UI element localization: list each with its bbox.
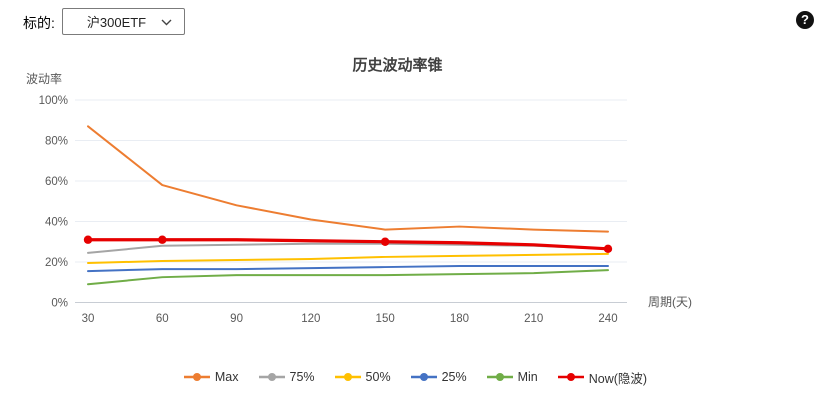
legend-item-75%[interactable]: 75% (258, 370, 315, 384)
underlying-selected-value: 沪300ETF (86, 15, 147, 30)
legend-label: Now(隐波) (588, 371, 648, 386)
x-tick-label: 90 (230, 313, 243, 325)
series-line-Max (87, 125, 609, 233)
x-axis-title: 周期(天) (648, 295, 692, 309)
x-tick-label: 150 (376, 313, 395, 325)
series-line-Now(隐波) (86, 238, 610, 251)
legend-item-25%[interactable]: 25% (410, 370, 467, 384)
y-tick-label: 80% (45, 136, 68, 148)
x-tick-label: 60 (156, 313, 169, 325)
chevron-down-icon (161, 19, 172, 26)
underlying-label: 标的: (23, 15, 55, 31)
legend-label: 25% (441, 370, 467, 384)
volatility-cone-chart: 0% 20% 40% 60% 80% 100% 30 60 90 120 150 180 210 240 波… (26, 71, 692, 325)
y-tick-label: 20% (45, 257, 68, 269)
y-tick-label: 0% (51, 298, 68, 310)
x-tick-label: 120 (301, 313, 320, 325)
y-tick-label: 40% (45, 217, 68, 229)
top-toolbar: 标的: 沪300ETF ? (0, 0, 831, 46)
legend-marker-icon (486, 373, 513, 381)
series-marker-Now(隐波) (158, 235, 167, 244)
series-marker-Now(隐波) (83, 235, 93, 244)
help-icon[interactable]: ? (796, 11, 814, 29)
chart-title: 历史波动率锥 (352, 57, 443, 74)
legend-item-Now(隐波)[interactable]: Now(隐波) (557, 368, 648, 387)
series-line-Min (87, 269, 609, 286)
x-tick-label: 180 (450, 313, 469, 325)
y-tick-label: 100% (39, 95, 68, 107)
x-tick-label: 210 (524, 313, 543, 325)
legend-item-Min[interactable]: Min (486, 370, 538, 384)
legend-marker-icon (410, 373, 437, 381)
x-tick-label: 240 (598, 313, 617, 325)
x-tick-label: 30 (82, 313, 95, 325)
chart-legend: Max 75% 50% 25% Min Now(隐波) (0, 366, 831, 388)
legend-item-50%[interactable]: 50% (334, 370, 391, 384)
series-line-50% (87, 252, 609, 265)
legend-label: 50% (365, 370, 391, 384)
legend-marker-icon (183, 373, 210, 381)
series-marker-Now(隐波) (603, 244, 613, 254)
legend-marker-icon (258, 373, 285, 381)
series-line-25% (87, 265, 609, 273)
legend-label: 75% (289, 370, 315, 384)
legend-label: Max (214, 370, 239, 384)
y-axis-title: 波动率 (26, 71, 62, 86)
legend-marker-icon (557, 373, 584, 381)
legend-marker-icon (334, 373, 361, 381)
legend-label: Min (517, 370, 538, 384)
y-tick-label: 60% (45, 176, 68, 188)
underlying-select[interactable]: 沪300ETF (62, 8, 185, 35)
series-marker-Now(隐波) (380, 237, 390, 246)
legend-item-Max[interactable]: Max (183, 370, 239, 384)
